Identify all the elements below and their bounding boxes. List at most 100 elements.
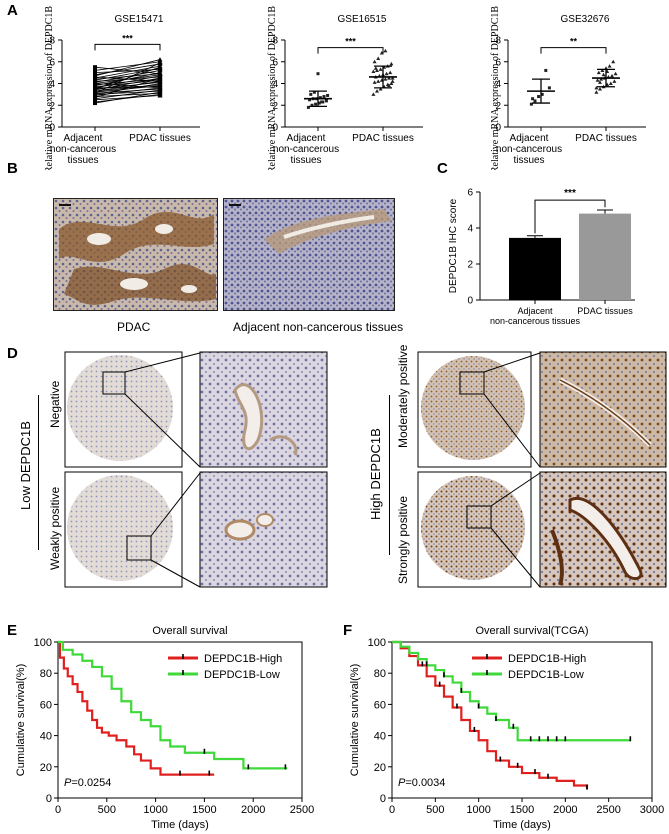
survival-curve xyxy=(392,640,589,789)
data-point xyxy=(324,99,328,103)
data-point xyxy=(309,92,313,96)
data-point xyxy=(529,102,533,106)
data-point xyxy=(540,92,544,96)
x-tick-label: Adjacent xyxy=(517,306,553,316)
scatter-chart-gse16515: GSE16515 Relative mRNA expression of DEPD… xyxy=(267,6,423,170)
y-tick-label: 4 xyxy=(467,224,473,235)
bar xyxy=(509,237,561,300)
panel-label-f: F xyxy=(343,622,353,639)
paired-line xyxy=(94,88,161,94)
x-tick-label: 2500 xyxy=(290,804,314,816)
data-point xyxy=(601,72,606,77)
y-tick-label: 0 xyxy=(495,123,501,134)
core-weakly-positive xyxy=(64,471,328,588)
data-point xyxy=(93,91,97,96)
x-tick-label: 2500 xyxy=(596,804,620,816)
p-value-label: P=0.0034 xyxy=(398,777,445,789)
p-value: =0.0254 xyxy=(71,777,111,789)
legend-label: DEPDC1B-Low xyxy=(508,669,584,681)
y-tick-label: 8 xyxy=(49,36,55,47)
chart-title: GSE16515 xyxy=(338,14,387,25)
data-point xyxy=(608,81,613,85)
data-point xyxy=(93,95,97,100)
legend-label: DEPDC1B-High xyxy=(508,653,586,665)
x-tick-label: 2000 xyxy=(241,804,265,816)
p-value-symbol: P xyxy=(398,777,406,789)
data-point xyxy=(93,65,97,70)
significance-stars: *** xyxy=(122,33,133,43)
survival-curve xyxy=(58,640,288,770)
data-point xyxy=(157,57,163,62)
y-tick-label: 20 xyxy=(40,762,52,774)
survival-curve xyxy=(58,640,215,776)
data-point xyxy=(326,93,330,97)
x-tick-label: 1500 xyxy=(510,804,534,816)
data-point xyxy=(389,81,394,85)
y-tick-label: 80 xyxy=(40,668,52,680)
core-moderately-positive xyxy=(417,351,667,468)
x-tick-label: tissues xyxy=(513,155,544,166)
pdac-micrograph xyxy=(53,198,218,311)
x-tick-label: PDAC tissues xyxy=(352,133,414,144)
x-tick-label: Adjacent xyxy=(510,133,549,144)
y-axis-label: Cumulative survival(%) xyxy=(15,664,27,776)
significance-bracket xyxy=(94,43,161,51)
data-point xyxy=(537,95,541,99)
data-point xyxy=(598,80,602,84)
data-point xyxy=(306,105,310,109)
y-axis-label: Relative mRNA expression of DEPDC1B xyxy=(44,6,55,170)
data-point xyxy=(378,86,383,91)
significance-stars: *** xyxy=(564,188,576,199)
panel-label-b: B xyxy=(7,160,18,177)
paired-line xyxy=(94,91,161,104)
data-point xyxy=(314,102,318,106)
paired-line xyxy=(94,83,161,89)
p-value-symbol: P xyxy=(64,777,72,789)
panel-label-e: E xyxy=(7,622,18,639)
data-point xyxy=(371,92,376,96)
significance-bracket xyxy=(534,199,606,234)
km-plot-overall-survival: Overall survival Cumulative survival(%) Ti… xyxy=(15,625,314,831)
data-point xyxy=(320,100,324,104)
y-tick-label: 100 xyxy=(368,637,386,649)
data-point xyxy=(599,77,604,81)
data-point xyxy=(157,85,163,90)
data-point xyxy=(607,64,612,68)
data-point xyxy=(390,76,395,80)
y-tick-label: 8 xyxy=(272,36,278,47)
panel-label-a: A xyxy=(7,2,18,19)
y-tick-label: 40 xyxy=(374,731,386,743)
chart-title: GSE32676 xyxy=(561,14,610,25)
y-axis-label: Cumulative survival(%) xyxy=(349,664,361,776)
bar xyxy=(579,213,631,300)
data-point xyxy=(375,89,379,93)
ihc-score-bar-chart: DEPDC1B IHC score 0 2 4 6 Adjacentnon-cancero… xyxy=(448,188,635,326)
data-point xyxy=(596,70,601,75)
y-tick-label: 0 xyxy=(467,296,473,307)
data-point xyxy=(533,99,537,103)
x-tick-label: tissues xyxy=(67,155,98,166)
x-tick-label: 2000 xyxy=(553,804,577,816)
y-tick-label: 2 xyxy=(467,260,473,271)
legend-label: DEPDC1B-High xyxy=(204,653,282,665)
data-point xyxy=(93,68,97,73)
group-divider-low xyxy=(38,395,39,550)
y-tick-label: 2 xyxy=(49,101,55,112)
x-tick-label: non-cancerous xyxy=(273,144,339,155)
data-point xyxy=(372,80,377,84)
y-tick-label: 0 xyxy=(46,793,52,805)
y-tick-label: 6 xyxy=(495,57,501,68)
y-tick-label: 60 xyxy=(374,699,386,711)
paired-line xyxy=(94,80,161,92)
y-tick-label: 2 xyxy=(495,101,501,112)
data-point xyxy=(594,85,599,90)
x-tick-label: 500 xyxy=(426,804,444,816)
data-point xyxy=(373,66,378,70)
y-tick-label: 4 xyxy=(49,79,55,90)
significance-stars: ** xyxy=(570,37,578,47)
y-tick-label: 4 xyxy=(495,79,501,90)
data-point xyxy=(318,96,322,100)
x-tick-label: Adjacent xyxy=(64,133,103,144)
x-tick-label: PDAC tissues xyxy=(575,133,637,144)
data-point xyxy=(544,68,548,72)
